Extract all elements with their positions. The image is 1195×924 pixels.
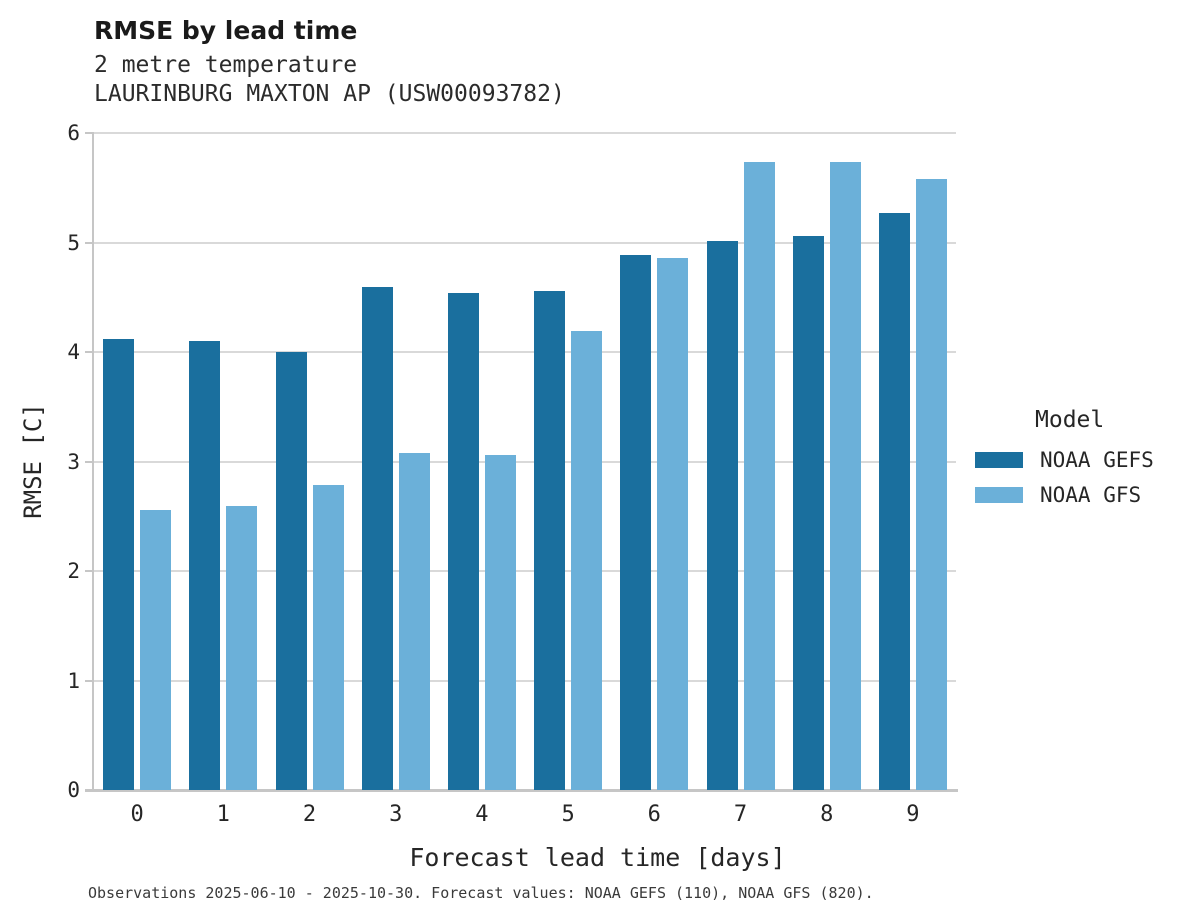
bar-noaa-gfs-day3 — [399, 452, 430, 790]
bar-noaa-gfs-day0 — [140, 509, 171, 790]
legend: Model NOAA GEFS NOAA GFS — [975, 407, 1154, 512]
y-tick-label-3: 3 — [67, 449, 80, 474]
y-tick-label-0: 0 — [67, 778, 80, 802]
y-tick-mark-1 — [85, 679, 92, 682]
x-tick-label-6: 6 — [647, 802, 661, 827]
gridline-y1 — [94, 679, 956, 682]
y-axis-spine — [92, 132, 94, 792]
legend-swatch-noaa-gefs — [975, 451, 1023, 468]
bar-noaa-gefs-day6 — [620, 254, 651, 790]
x-tick-label-7: 7 — [733, 802, 748, 827]
gridline-y6 — [94, 132, 956, 134]
y-tick-mark-2 — [85, 570, 92, 572]
y-tick-mark-0 — [85, 789, 92, 791]
legend-entry-noaa-gfs: NOAA GFS — [975, 477, 1154, 512]
legend-label-noaa-gefs: NOAA GEFS — [1040, 447, 1154, 472]
y-tick-mark-4 — [85, 351, 92, 353]
bar-noaa-gfs-day6 — [657, 257, 688, 790]
bar-noaa-gfs-day4 — [485, 454, 516, 790]
legend-swatch-noaa-gfs — [975, 486, 1023, 503]
y-tick-label-1: 1 — [67, 668, 80, 693]
bar-noaa-gefs-day0 — [103, 338, 134, 790]
bar-noaa-gfs-day2 — [313, 484, 344, 790]
x-tick-label-5: 5 — [561, 802, 575, 827]
y-tick-label-2: 2 — [67, 559, 80, 583]
plot-area: 0 1 2 3 4 5 6 0 1 2 3 4 5 6 7 8 9 — [67, 121, 958, 827]
bar-noaa-gefs-day1 — [189, 341, 220, 790]
legend-label-noaa-gfs: NOAA GFS — [1040, 482, 1142, 507]
bar-noaa-gefs-day5 — [534, 290, 565, 790]
gridline-y5 — [94, 241, 956, 244]
y-tick-label-6: 6 — [67, 121, 80, 145]
chart-subtitle-station: LAURINBURG MAXTON AP (USW00093782) — [94, 81, 565, 107]
y-tick-label-5: 5 — [67, 230, 80, 255]
y-tick-label-4: 4 — [67, 340, 80, 364]
x-tick-label-4: 4 — [475, 802, 489, 827]
bar-noaa-gefs-day9 — [879, 212, 910, 790]
x-tick-label-2: 2 — [302, 802, 317, 827]
bar-noaa-gefs-day7 — [707, 241, 738, 790]
legend-title: Model — [1035, 407, 1105, 433]
x-axis-spine — [85, 789, 958, 792]
gridline-y4 — [94, 351, 956, 353]
bar-noaa-gfs-day9 — [916, 179, 947, 790]
bar-noaa-gfs-day8 — [830, 161, 861, 790]
bar-noaa-gefs-day8 — [793, 235, 824, 790]
bar-noaa-gefs-day3 — [362, 287, 393, 790]
y-tick-mark-3 — [85, 460, 92, 463]
x-axis-label: Forecast lead time [days] — [0, 843, 1195, 872]
y-tick-mark-6 — [85, 132, 92, 134]
x-tick-label-9: 9 — [906, 802, 920, 827]
y-tick-mark-5 — [85, 241, 92, 244]
gridline-y2 — [94, 570, 956, 572]
x-tick-label-8: 8 — [820, 802, 834, 827]
bar-noaa-gefs-day4 — [448, 292, 479, 790]
bar-noaa-gfs-day7 — [744, 161, 775, 790]
x-tick-label-0: 0 — [130, 802, 144, 827]
footer-note: Observations 2025-06-10 - 2025-10-30. Fo… — [88, 884, 874, 902]
bar-noaa-gfs-day5 — [571, 331, 602, 790]
x-tick-label-3: 3 — [389, 802, 403, 827]
x-tick-label-1: 1 — [216, 802, 230, 827]
chart-subtitle-variable: 2 metre temperature — [94, 52, 358, 78]
gridline-y3 — [94, 460, 956, 463]
bar-noaa-gefs-day2 — [276, 352, 307, 790]
legend-entry-noaa-gefs: NOAA GEFS — [975, 442, 1154, 477]
x-axis-label-text: Forecast lead time [days] — [409, 843, 786, 872]
chart-title: RMSE by lead time — [94, 16, 358, 45]
bar-noaa-gfs-day1 — [226, 506, 257, 790]
